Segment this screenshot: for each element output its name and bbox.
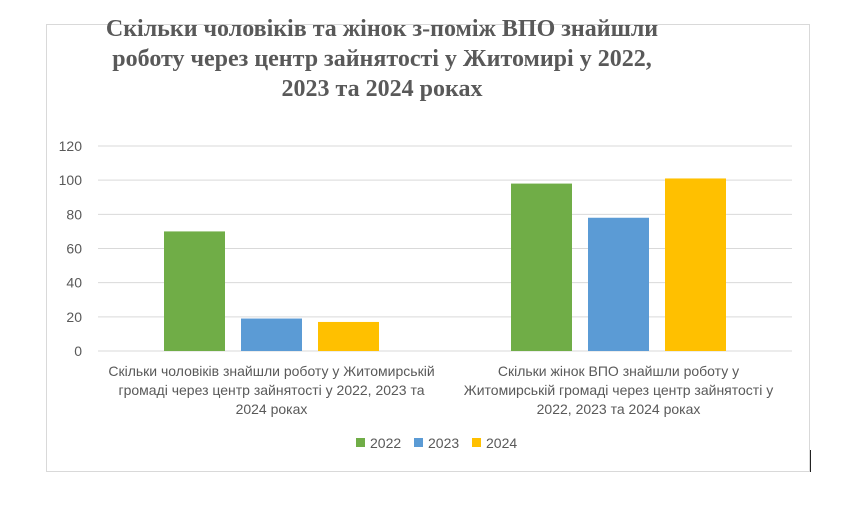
x-category-label: Скільки жінок ВПО знайшли роботу у <box>498 363 739 379</box>
x-category-label: громаді через центр зайнятості у 2022, 2… <box>118 382 424 398</box>
y-tick-label: 60 <box>66 241 82 257</box>
bar-2024-cat2 <box>665 178 726 351</box>
bar-2022-cat1 <box>164 231 225 351</box>
y-tick-label: 80 <box>66 206 82 222</box>
legend-label: 2022 <box>370 435 401 451</box>
chart-title-line-1: Скільки чоловіків та жінок з-поміж ВПО з… <box>105 16 659 42</box>
y-tick-label: 120 <box>59 138 83 154</box>
bar-2023-cat1 <box>241 318 302 351</box>
legend-label: 2023 <box>428 435 459 451</box>
bar-2022-cat2 <box>511 183 572 351</box>
legend-swatch <box>472 438 481 447</box>
divider <box>810 450 811 472</box>
x-category-label: Житомирській громаді через центр зайнято… <box>464 382 773 398</box>
x-category-label: Скільки чоловіків знайшли роботу у Житом… <box>108 363 434 379</box>
bar-2024-cat1 <box>318 321 379 351</box>
y-tick-label: 100 <box>59 172 83 188</box>
chart-title: Скільки чоловіків та жінок з-поміж ВПО з… <box>0 14 764 104</box>
chart-title-line-2: роботу через центр зайнятості у Житомирі… <box>112 46 652 72</box>
chart-title-line-3: 2023 та 2024 роках <box>281 76 483 102</box>
y-tick-label: 40 <box>66 275 82 291</box>
y-tick-label: 20 <box>66 309 82 325</box>
x-category-label: 2024 роках <box>236 401 308 417</box>
legend-swatch <box>356 438 365 447</box>
bar-2023-cat2 <box>588 217 649 351</box>
legend-swatch <box>414 438 423 447</box>
legend-label: 2024 <box>486 435 517 451</box>
y-tick-label: 0 <box>74 343 82 359</box>
x-category-label: 2022, 2023 та 2024 роках <box>537 401 701 417</box>
